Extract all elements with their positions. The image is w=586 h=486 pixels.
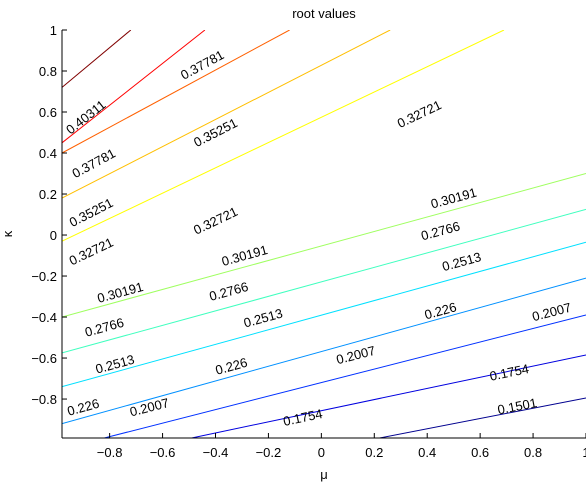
y-tick-label: 0.8 (39, 64, 57, 79)
x-tick-label: 0.2 (365, 445, 383, 460)
contour-label: 0.226 (214, 355, 249, 378)
contour-label: 0.32721 (67, 235, 116, 269)
y-tick-label: 0.2 (39, 187, 57, 202)
contour-label: 0.2766 (208, 279, 250, 304)
x-tick-label: −0.2 (256, 445, 282, 460)
contour-label: 0.35251 (191, 115, 240, 150)
plot-axes (61, 30, 586, 439)
contour-line (62, 173, 586, 318)
x-tick-label: −0.4 (203, 445, 229, 460)
contour-line (62, 277, 586, 425)
contour-label: 0.37781 (70, 146, 118, 182)
contour-line (104, 314, 586, 438)
x-tick-label: 0 (318, 445, 325, 460)
contour-label: 0.2513 (94, 352, 136, 377)
contour-lines (62, 30, 586, 438)
y-axis-label: κ (0, 230, 15, 237)
x-tick-label: 1 (582, 445, 586, 460)
contour-label: 0.30191 (96, 279, 145, 306)
contour-line (62, 30, 290, 154)
contour-line (62, 30, 391, 199)
y-tick-label: 0.6 (39, 105, 57, 120)
y-tick-label: 1 (50, 23, 57, 38)
y-tick-label: 0.4 (39, 146, 57, 161)
contour-line (62, 30, 206, 144)
contour-label: 0.1501 (496, 395, 538, 417)
contour-label: 0.2007 (128, 395, 170, 419)
x-tick-label: −0.6 (150, 445, 176, 460)
contour-label: 0.2766 (419, 218, 461, 243)
contour-label: 0.226 (65, 396, 100, 419)
x-axis-label: μ (320, 467, 328, 482)
y-tick-label: 0 (50, 228, 57, 243)
x-tick-label: −0.8 (97, 445, 123, 460)
contour-label: 0.1754 (282, 406, 324, 429)
contour-label: 0.2766 (83, 315, 125, 340)
contour-line (62, 30, 132, 88)
y-tick-label: −0.4 (31, 310, 57, 325)
contour-line (191, 354, 586, 438)
contour-label: 0.35251 (67, 195, 116, 230)
y-tick-label: −0.8 (31, 392, 57, 407)
contour-label: 0.32721 (395, 97, 444, 131)
contour-line (62, 241, 586, 388)
y-tick-label: −0.6 (31, 351, 57, 366)
contour-label: 0.2513 (440, 249, 482, 274)
x-tick-label: 0.4 (418, 445, 436, 460)
contour-label: 0.32721 (191, 204, 240, 238)
contour-line (379, 397, 586, 438)
contour-line (62, 208, 586, 354)
contour-label: 0.30191 (220, 242, 269, 269)
chart-title: root values (292, 6, 356, 21)
contour-label: 0.1754 (488, 361, 530, 384)
x-axis-ticks: −0.8 −0.6 −0.4 −0.2 0 0.2 0.4 0.6 0.8 1 (97, 433, 586, 460)
contour-line (62, 30, 505, 242)
x-tick-label: 0.8 (524, 445, 542, 460)
y-tick-label: −0.2 (31, 269, 57, 284)
x-tick-label: 0.6 (471, 445, 489, 460)
contour-labels: 0.15010.17540.17540.20070.20070.20070.22… (63, 47, 573, 429)
contour-label: 0.30191 (429, 185, 478, 212)
y-axis-ticks: −0.8 −0.6 −0.4 −0.2 0 0.2 0.4 0.6 0.8 1 (31, 23, 67, 407)
